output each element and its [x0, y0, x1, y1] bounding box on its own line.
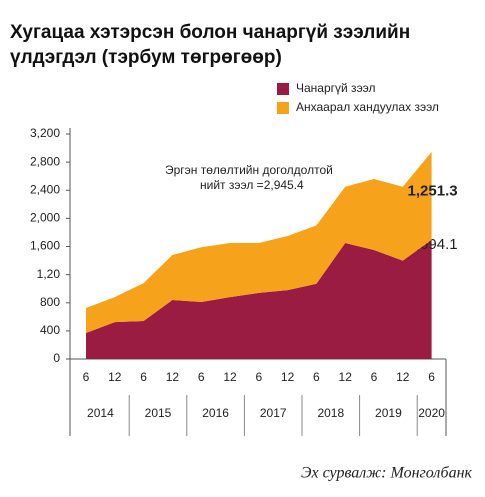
year-label: 2020 — [418, 406, 445, 420]
source: Эх сурвалж: Монголбанк — [301, 465, 473, 482]
x-tick-label: 12 — [166, 370, 180, 384]
y-tick-label: 2,000 — [30, 211, 60, 225]
x-tick-label: 6 — [198, 370, 205, 384]
y-tick-label: 3,200 — [30, 126, 60, 140]
legend-label: Чанаргүй зээл — [296, 81, 376, 95]
x-tick-label: 6 — [140, 370, 147, 384]
x-tick-label: 6 — [428, 370, 435, 384]
year-label: 2019 — [375, 406, 402, 420]
y-tick-label: 1,600 — [30, 239, 60, 253]
y-tick-label: 1,20 — [37, 267, 61, 281]
annotation: Эргэн төлөлтийн доголдолтой — [165, 163, 333, 177]
y-tick-label: 400 — [40, 323, 60, 337]
y-tick-label: 800 — [40, 295, 60, 309]
legend-swatch — [277, 83, 289, 95]
y-tick-label: 2,400 — [30, 182, 60, 196]
x-tick-label: 6 — [255, 370, 262, 384]
x-tick-label: 12 — [108, 370, 122, 384]
area — [86, 239, 432, 359]
x-tick-label: 12 — [281, 370, 295, 384]
value-label: 1,251.3 — [408, 182, 458, 199]
x-tick-label: 6 — [313, 370, 320, 384]
legend-swatch — [277, 102, 289, 114]
area — [86, 151, 432, 333]
x-tick-label: 6 — [83, 370, 90, 384]
year-label: 2016 — [202, 406, 229, 420]
x-tick-label: 6 — [371, 370, 378, 384]
year-label: 2014 — [87, 406, 114, 420]
x-tick-label: 12 — [339, 370, 353, 384]
y-tick-label: 2,800 — [30, 154, 60, 168]
year-label: 2015 — [145, 406, 172, 420]
year-label: 2017 — [260, 406, 287, 420]
year-label: 2018 — [317, 406, 344, 420]
legend-label: Анхаарал хандуулах зээл — [296, 100, 439, 114]
x-tick-label: 12 — [396, 370, 410, 384]
annotation: нийт зээл =2,945.4 — [200, 178, 304, 192]
chart-title: үлдэгдэл (тэрбум төгрөгөөр) — [10, 47, 282, 68]
y-tick-label: 0 — [53, 351, 60, 365]
x-tick-label: 12 — [223, 370, 237, 384]
chart-title: Хугацаа хэтэрсэн болон чанаргүй зээлийн — [10, 22, 410, 43]
